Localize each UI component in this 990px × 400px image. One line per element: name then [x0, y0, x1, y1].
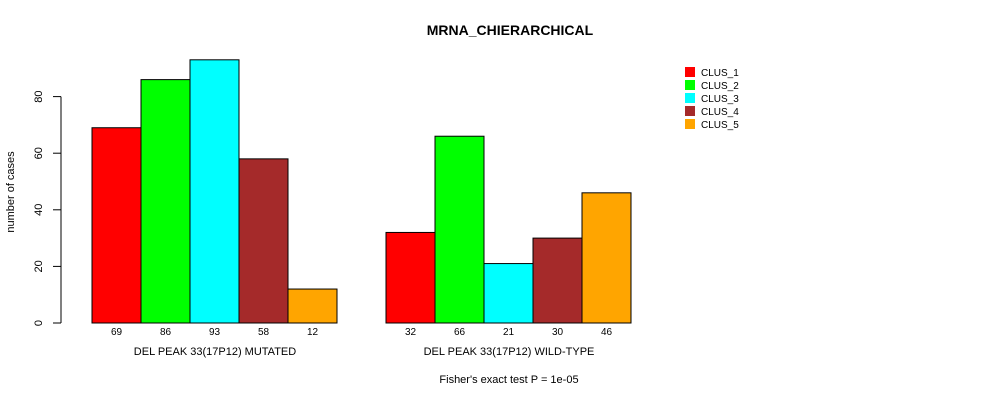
y-axis-label: number of cases [5, 151, 17, 233]
legend-swatch-clus-2 [685, 80, 695, 90]
group-label-wild-type: DEL PEAK 33(17P12) WILD-TYPE [424, 346, 595, 358]
y-tick-label: 80 [33, 90, 45, 102]
legend-swatch-clus-5 [685, 119, 695, 129]
bar-value-label: 30 [552, 327, 564, 338]
bar-clus-1-group-2 [385, 231, 436, 324]
legend: CLUS_1 CLUS_2 CLUS_3 CLUS_4 CLUS_5 [685, 67, 739, 131]
bars [91, 59, 632, 324]
bar-clus-5-group-2 [581, 192, 632, 324]
bar-value-label: 12 [307, 327, 319, 338]
legend-label: CLUS_4 [701, 107, 739, 118]
y-tick-label: 60 [33, 147, 45, 159]
bar-clus-4-group-2 [532, 237, 583, 324]
bar-clus-3-group-1 [189, 59, 240, 324]
legend-label: CLUS_2 [701, 81, 739, 92]
legend-swatch-clus-1 [685, 67, 695, 77]
fisher-test-footnote: Fisher's exact test P = 1e-05 [439, 374, 578, 386]
bar-value-label: 86 [160, 327, 172, 338]
bar-clus-3-group-2 [483, 263, 534, 324]
bar-value-label: 69 [111, 327, 123, 338]
group-label-mutated: DEL PEAK 33(17P12) MUTATED [134, 346, 296, 358]
bar-value-labels: 69 86 93 58 12 32 66 21 30 46 [111, 327, 613, 338]
y-tick-label: 20 [33, 260, 45, 272]
bar-clus-2-group-2 [434, 135, 485, 324]
y-axis: 0 20 40 60 80 [33, 90, 62, 326]
y-tick-label: 0 [33, 320, 45, 326]
legend-label: CLUS_3 [701, 94, 739, 105]
y-tick-label: 40 [33, 204, 45, 216]
legend-label: CLUS_5 [701, 120, 739, 131]
legend-swatch-clus-4 [685, 106, 695, 116]
bar-value-label: 32 [405, 327, 417, 338]
bar-value-label: 93 [209, 327, 221, 338]
bar-clus-2-group-1 [140, 79, 191, 324]
bar-clus-5-group-1 [287, 288, 338, 324]
bar-value-label: 21 [503, 327, 515, 338]
bar-clus-4-group-1 [238, 158, 289, 324]
legend-swatch-clus-3 [685, 93, 695, 103]
bar-value-label: 66 [454, 327, 466, 338]
bar-clus-1-group-1 [91, 127, 142, 324]
bar-value-label: 46 [601, 327, 613, 338]
legend-label: CLUS_1 [701, 68, 739, 79]
chart-title: MRNA_CHIERARCHICAL [427, 22, 594, 38]
bar-value-label: 58 [258, 327, 270, 338]
